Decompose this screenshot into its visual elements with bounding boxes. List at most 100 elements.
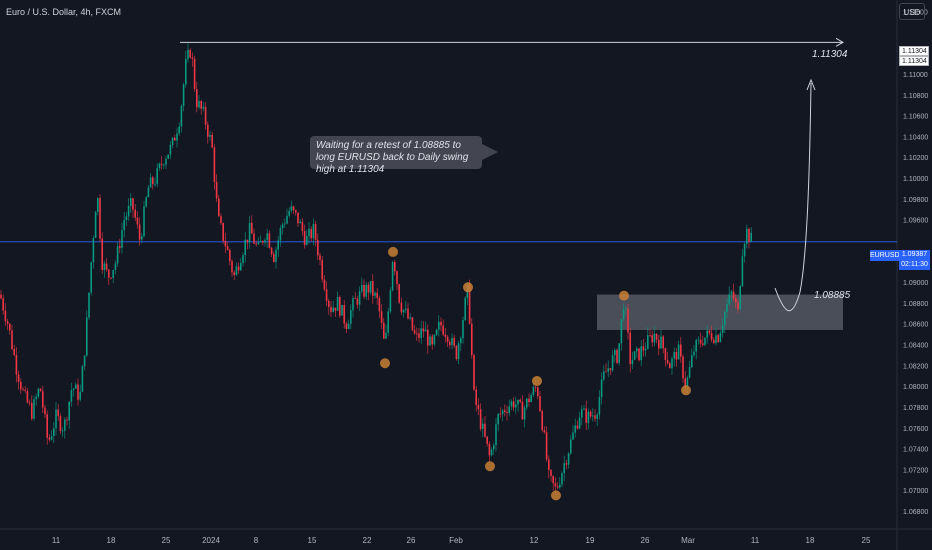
candle	[391, 262, 394, 291]
candle	[361, 284, 363, 292]
candle	[176, 133, 178, 141]
candle	[127, 205, 130, 217]
candle	[644, 349, 647, 351]
candle	[453, 337, 455, 346]
candle	[226, 246, 229, 251]
candle	[61, 430, 64, 432]
candle	[682, 356, 684, 379]
candle	[394, 262, 396, 272]
candle	[715, 335, 717, 344]
candle	[354, 298, 356, 299]
candle	[416, 333, 418, 335]
candle	[59, 416, 62, 432]
candle	[433, 334, 436, 345]
projection-curve	[774, 82, 812, 312]
price-tick-label: 1.08200	[903, 363, 928, 370]
candle	[669, 363, 671, 369]
candle	[482, 423, 484, 429]
candle	[563, 463, 565, 474]
candle	[435, 329, 438, 335]
candle	[680, 344, 682, 357]
candle	[145, 197, 147, 207]
candle	[636, 348, 638, 352]
time-tick-label: 25	[162, 536, 171, 545]
candle	[297, 212, 299, 224]
candle	[372, 280, 374, 296]
candle	[341, 305, 343, 316]
candle	[218, 198, 220, 217]
candle	[44, 407, 46, 415]
candle	[512, 401, 515, 408]
candle	[677, 344, 680, 360]
candle	[589, 411, 592, 417]
candle	[187, 49, 189, 59]
candle	[746, 228, 748, 244]
candle	[123, 219, 125, 231]
candle	[699, 339, 702, 344]
candle	[655, 333, 658, 340]
candle	[497, 413, 499, 425]
candle	[132, 198, 134, 210]
candle	[286, 215, 288, 224]
candle	[400, 302, 403, 313]
candle	[308, 228, 310, 237]
candle	[37, 388, 40, 397]
candle	[702, 343, 704, 345]
candle	[158, 163, 161, 169]
current-price-tag: 1.09387 02:11:30	[899, 250, 930, 270]
candle	[268, 233, 271, 248]
candle	[614, 349, 616, 356]
candle	[321, 259, 323, 280]
candle	[521, 401, 524, 420]
candle	[431, 336, 433, 345]
candle	[339, 297, 341, 316]
currency-button[interactable]: USD	[899, 3, 925, 20]
candle	[528, 398, 530, 402]
candle	[728, 294, 730, 305]
candle	[26, 390, 29, 403]
time-tick-label: Mar	[681, 536, 695, 545]
candle	[35, 396, 37, 400]
candle	[200, 101, 202, 109]
candle	[420, 328, 422, 338]
candle	[559, 484, 561, 488]
symbol-title: Euro / U.S. Dollar, 4h, FXCM	[6, 7, 122, 17]
candle	[515, 404, 517, 408]
retest-callout[interactable]: Waiting for a retest of 1.08885 to long …	[310, 136, 482, 175]
candle	[119, 246, 121, 248]
swing-marker	[681, 385, 691, 396]
candle	[631, 359, 634, 365]
price-tick-label: 1.07200	[903, 467, 928, 474]
candle	[83, 355, 86, 367]
candle	[664, 348, 667, 360]
candle	[572, 432, 574, 440]
price-tick-label: 1.07600	[903, 426, 928, 433]
candle	[165, 158, 167, 165]
candle	[504, 410, 506, 412]
candle	[163, 164, 165, 166]
price-tick-label: 1.10200	[903, 155, 928, 162]
candle	[638, 348, 640, 361]
candle	[376, 292, 378, 298]
candle	[112, 270, 114, 278]
candle	[336, 297, 339, 311]
candle	[154, 183, 156, 185]
candle	[103, 263, 106, 270]
candle	[50, 436, 53, 440]
candle	[691, 355, 693, 368]
price-tick-label: 1.08800	[903, 301, 928, 308]
candle	[508, 406, 510, 413]
candle	[539, 396, 541, 412]
candle	[116, 246, 119, 264]
candle	[473, 355, 475, 390]
time-tick-label: 19	[586, 536, 595, 545]
candle	[92, 237, 95, 263]
candle	[449, 341, 451, 346]
candle	[240, 263, 242, 271]
candle	[178, 126, 180, 134]
candle	[519, 399, 521, 402]
candle	[242, 255, 244, 264]
candle	[693, 351, 695, 356]
candle	[552, 475, 554, 484]
